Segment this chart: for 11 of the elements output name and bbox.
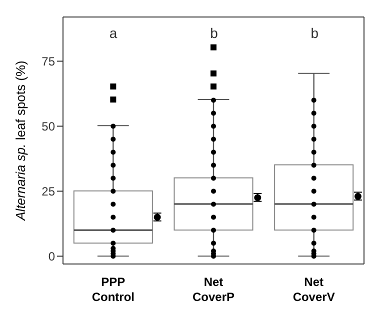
x-tick-label: Net CoverV xyxy=(292,275,335,304)
y-tick-label: 75 xyxy=(42,54,56,68)
y-tick-label: 50 xyxy=(42,119,56,134)
x-tick-label: PPP Control xyxy=(92,275,134,304)
y-tick-label: 25 xyxy=(42,184,56,198)
y-axis-title: Alternaria sp. leaf spots (%) xyxy=(13,60,28,222)
annotation: a xyxy=(109,25,118,41)
annotation: b xyxy=(310,25,319,41)
annotation: b xyxy=(210,25,218,41)
x-tick-label: Net CoverP xyxy=(192,275,235,304)
y-tick-label: 0 xyxy=(48,249,56,264)
